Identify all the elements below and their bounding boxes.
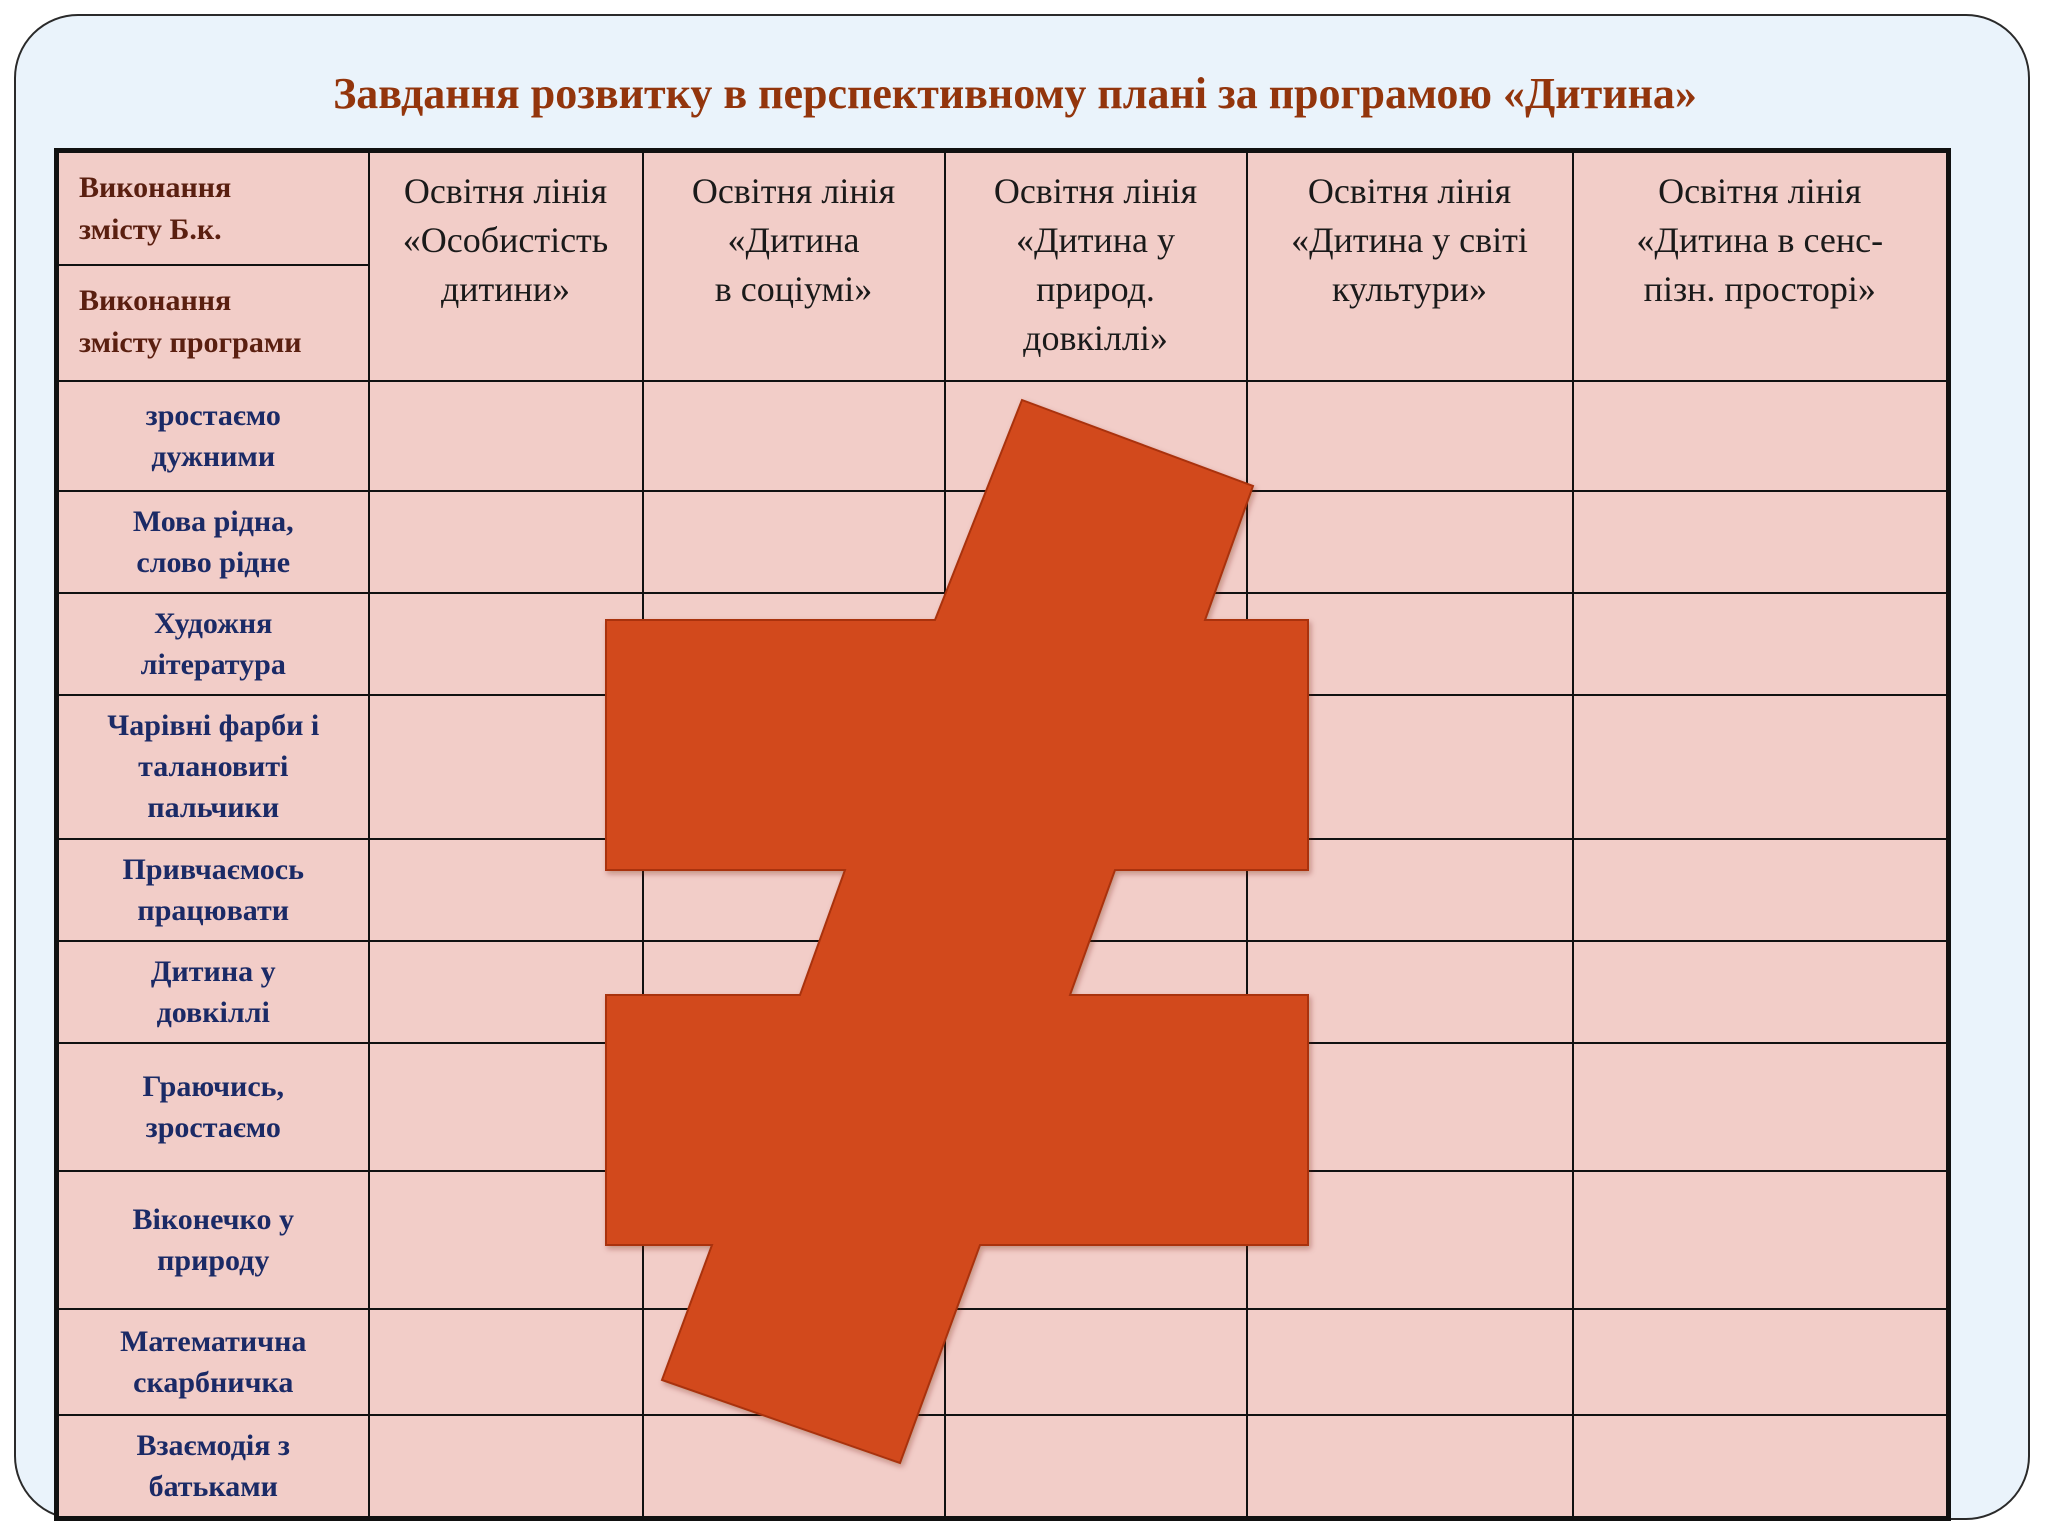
table-cell bbox=[943, 837, 1248, 942]
table-cell bbox=[641, 1307, 946, 1416]
table-cell bbox=[1571, 1413, 1950, 1520]
table-cell bbox=[1571, 1169, 1950, 1310]
corner-top-cell: Виконання змісту Б.к. bbox=[55, 149, 370, 266]
table-cell bbox=[943, 1413, 1248, 1520]
table-cell bbox=[641, 939, 946, 1044]
row-header-label: Привчаємось працювати bbox=[122, 852, 304, 927]
row-header-label: Взаємодія з батьками bbox=[136, 1428, 290, 1503]
column-header-label: Освітня лінія «Дитина у світі культури» bbox=[1291, 171, 1528, 309]
row-header: Математична скарбничка bbox=[55, 1307, 370, 1416]
table-cell bbox=[1245, 939, 1574, 1044]
table-cell bbox=[943, 939, 1248, 1044]
corner-bottom-label: Виконання змісту програми bbox=[79, 283, 302, 359]
column-header: Освітня лінія «Дитина в сенс- пізн. прос… bbox=[1571, 149, 1950, 382]
table-cell bbox=[943, 1307, 1248, 1416]
row-header-label: Дитина у довкіллі bbox=[150, 954, 276, 1029]
table-cell bbox=[641, 1169, 946, 1310]
table-cell bbox=[943, 379, 1248, 492]
row-header: Віконечко у природу bbox=[55, 1169, 370, 1310]
row-header: Взаємодія з батьками bbox=[55, 1413, 370, 1520]
table-cell bbox=[367, 379, 644, 492]
table-cell bbox=[943, 591, 1248, 696]
row-header-label: Чарівні фарби і талановиті пальчики bbox=[107, 709, 320, 824]
plan-table: Виконання змісту Б.к. Освітня лінія «Осо… bbox=[54, 148, 1951, 1521]
table-cell bbox=[641, 693, 946, 840]
row-header-label: Граючись, зростаємо bbox=[142, 1069, 285, 1144]
table-cell bbox=[1245, 1413, 1574, 1520]
table-cell bbox=[1571, 837, 1950, 942]
row-header: Мова рідна, слово рідне bbox=[55, 489, 370, 594]
column-header: Освітня лінія «Особистість дитини» bbox=[367, 149, 644, 382]
table-cell bbox=[367, 1307, 644, 1416]
table-cell bbox=[641, 1413, 946, 1520]
page-title: Завдання розвитку в перспективному плані… bbox=[333, 69, 1697, 118]
row-header: зростаємо дужними bbox=[55, 379, 370, 492]
table-cell bbox=[367, 1169, 644, 1310]
table-cell bbox=[367, 837, 644, 942]
table-cell bbox=[1571, 489, 1950, 594]
column-header-label: Освітня лінія «Дитина в сенс- пізн. прос… bbox=[1636, 171, 1884, 309]
table-cell bbox=[943, 693, 1248, 840]
table-cell bbox=[641, 1041, 946, 1172]
column-header: Освітня лінія «Дитина у світі культури» bbox=[1245, 149, 1574, 382]
row-header: Граючись, зростаємо bbox=[55, 1041, 370, 1172]
row-header-label: Художня література bbox=[140, 606, 286, 681]
table-cell bbox=[943, 1041, 1248, 1172]
table-cell bbox=[367, 1413, 644, 1520]
column-header-label: Освітня лінія «Особистість дитини» bbox=[402, 171, 609, 309]
table-cell bbox=[1245, 489, 1574, 594]
table-cell bbox=[641, 837, 946, 942]
row-header: Чарівні фарби і талановиті пальчики bbox=[55, 693, 370, 840]
row-header-label: Віконечко у природу bbox=[132, 1202, 294, 1277]
table-cell bbox=[943, 1169, 1248, 1310]
table-cell bbox=[943, 489, 1248, 594]
table-cell bbox=[1571, 939, 1950, 1044]
table-cell bbox=[1571, 1307, 1950, 1416]
table-cell bbox=[1571, 591, 1950, 696]
row-header-label: Математична скарбничка bbox=[120, 1324, 307, 1399]
column-header-label: Освітня лінія «Дитина в соціумі» bbox=[691, 171, 896, 309]
table-cell bbox=[1245, 693, 1574, 840]
table-cell bbox=[367, 939, 644, 1044]
column-header: Освітня лінія «Дитина в соціумі» bbox=[641, 149, 946, 382]
row-header-label: зростаємо дужними bbox=[145, 398, 281, 473]
row-header: Дитина у довкіллі bbox=[55, 939, 370, 1044]
table-cell bbox=[1245, 591, 1574, 696]
table-cell bbox=[1571, 379, 1950, 492]
row-header-label: Мова рідна, слово рідне bbox=[132, 504, 294, 579]
table-cell bbox=[1245, 379, 1574, 492]
table-cell bbox=[367, 693, 644, 840]
table-cell bbox=[641, 379, 946, 492]
table-cell bbox=[641, 591, 946, 696]
table-cell bbox=[1245, 1307, 1574, 1416]
table-cell bbox=[1245, 837, 1574, 942]
corner-top-label: Виконання змісту Б.к. bbox=[79, 171, 232, 246]
table-cell bbox=[1245, 1041, 1574, 1172]
table-cell bbox=[1245, 1169, 1574, 1310]
table-cell bbox=[367, 489, 644, 594]
table-cell bbox=[1571, 693, 1950, 840]
table-cell bbox=[1571, 1041, 1950, 1172]
row-header: Привчаємось працювати bbox=[55, 837, 370, 942]
corner-bottom-cell: Виконання змісту програми bbox=[55, 263, 370, 382]
table-cell bbox=[641, 489, 946, 594]
column-header-label: Освітня лінія «Дитина у природ. довкіллі… bbox=[993, 171, 1198, 358]
row-header: Художня література bbox=[55, 591, 370, 696]
column-header: Освітня лінія «Дитина у природ. довкіллі… bbox=[943, 149, 1248, 382]
table-cell bbox=[367, 591, 644, 696]
table-cell bbox=[367, 1041, 644, 1172]
